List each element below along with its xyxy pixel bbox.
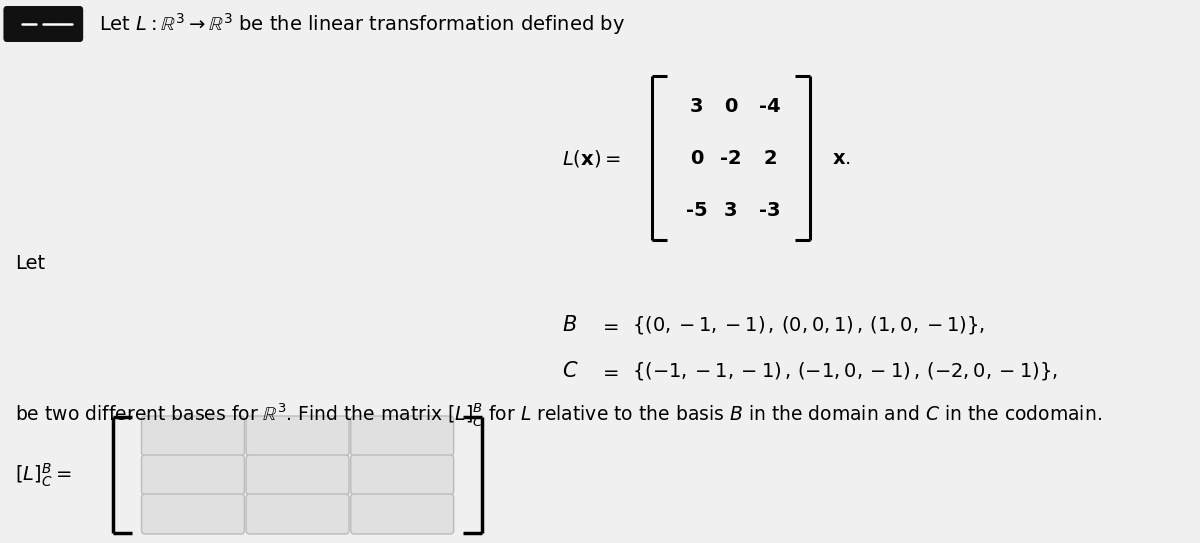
Text: $B$: $B$ bbox=[562, 315, 577, 335]
FancyBboxPatch shape bbox=[350, 455, 454, 495]
Text: Let: Let bbox=[16, 254, 46, 273]
Text: $=$: $=$ bbox=[600, 315, 619, 334]
Text: -5: -5 bbox=[685, 200, 707, 219]
Text: $=$: $=$ bbox=[600, 362, 619, 381]
FancyBboxPatch shape bbox=[142, 455, 245, 495]
Text: $[L]_C^B =$: $[L]_C^B =$ bbox=[16, 462, 72, 489]
FancyBboxPatch shape bbox=[246, 416, 349, 456]
Text: Let $L : \mathbb{R}^3 \rightarrow \mathbb{R}^3$ be the linear transformation def: Let $L : \mathbb{R}^3 \rightarrow \mathb… bbox=[98, 11, 624, 37]
FancyBboxPatch shape bbox=[246, 455, 349, 495]
FancyBboxPatch shape bbox=[350, 494, 454, 534]
FancyBboxPatch shape bbox=[246, 494, 349, 534]
FancyBboxPatch shape bbox=[142, 494, 245, 534]
Text: 0: 0 bbox=[690, 148, 703, 167]
Text: $\{(0,-1,-1)\,,\,(0,0,1)\,,\,(1,0,-1)\},$: $\{(0,-1,-1)\,,\,(0,0,1)\,,\,(1,0,-1)\},… bbox=[632, 314, 985, 336]
Text: be two different bases for $\mathbb{R}^3$. Find the matrix $[L]_C^B$ for $L$ rel: be two different bases for $\mathbb{R}^3… bbox=[16, 401, 1103, 428]
FancyBboxPatch shape bbox=[4, 6, 83, 42]
FancyBboxPatch shape bbox=[142, 416, 245, 456]
Text: $L(\mathbf{x}) =$: $L(\mathbf{x}) =$ bbox=[562, 148, 620, 168]
Text: 0: 0 bbox=[724, 97, 737, 116]
Text: 3: 3 bbox=[724, 200, 738, 219]
Text: -2: -2 bbox=[720, 148, 742, 167]
Text: $C$: $C$ bbox=[562, 361, 578, 381]
Text: -3: -3 bbox=[760, 200, 781, 219]
Text: $\{(-1,-1,-1)\,,\,(-1,0,-1)\,,\,(-2,0,-1)\},$: $\{(-1,-1,-1)\,,\,(-1,0,-1)\,,\,(-2,0,-1… bbox=[632, 360, 1058, 382]
Text: 3: 3 bbox=[690, 97, 703, 116]
FancyBboxPatch shape bbox=[350, 416, 454, 456]
Text: $\mathbf{x}.$: $\mathbf{x}.$ bbox=[832, 148, 851, 167]
Text: -4: -4 bbox=[760, 97, 781, 116]
Text: 2: 2 bbox=[763, 148, 776, 167]
